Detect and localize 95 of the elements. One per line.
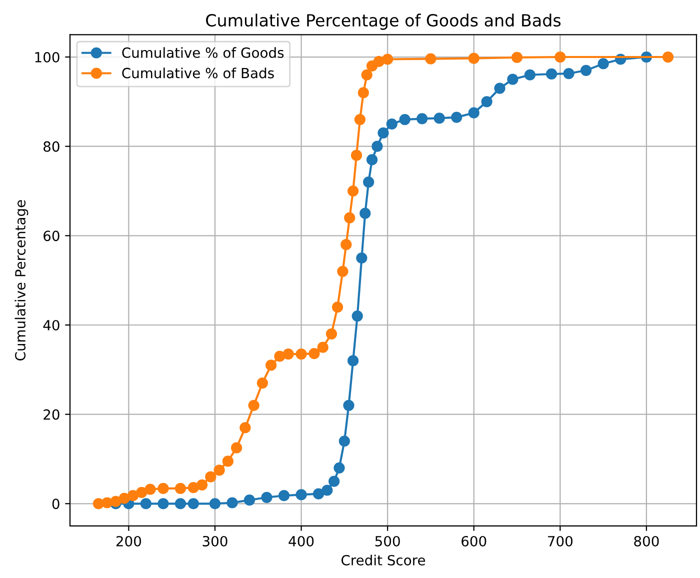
x-tick-label: 700 — [548, 536, 572, 546]
point — [363, 176, 374, 188]
point — [358, 87, 369, 98]
point — [266, 360, 277, 371]
point — [256, 378, 268, 389]
point — [278, 490, 290, 502]
point — [416, 113, 428, 124]
point — [296, 348, 307, 360]
point — [205, 471, 216, 482]
point — [261, 492, 272, 503]
point — [127, 490, 139, 502]
point — [338, 436, 350, 447]
x-tick-label: 800 — [634, 536, 659, 546]
point — [248, 400, 260, 411]
point — [136, 486, 148, 498]
point — [226, 497, 238, 508]
point — [434, 112, 445, 124]
point — [425, 53, 436, 64]
point — [372, 140, 383, 152]
y-tick-label: 100 — [35, 52, 60, 62]
point — [326, 328, 338, 340]
point — [343, 400, 354, 411]
point — [361, 69, 372, 80]
point — [282, 348, 294, 360]
point — [546, 68, 558, 80]
point — [554, 51, 566, 63]
point — [174, 498, 186, 510]
point — [344, 212, 356, 224]
point — [188, 498, 199, 510]
point — [332, 302, 344, 313]
point — [296, 489, 307, 500]
point — [580, 64, 592, 76]
point — [144, 484, 156, 495]
point — [274, 350, 286, 362]
y-axis-title: Cumulative Percentage — [14, 200, 28, 360]
point — [118, 492, 130, 504]
point — [352, 310, 363, 322]
point — [507, 74, 518, 85]
point — [382, 54, 394, 65]
x-tick-label: 300 — [202, 536, 228, 546]
point — [451, 112, 462, 123]
point — [214, 464, 225, 476]
point — [322, 484, 333, 496]
point — [494, 82, 506, 94]
x-tick-label: 200 — [116, 536, 142, 546]
point — [209, 498, 221, 510]
point — [196, 479, 208, 490]
point — [188, 482, 199, 494]
x-tick-label: 500 — [375, 536, 400, 546]
point — [378, 127, 389, 138]
y-tick-label: 40 — [43, 320, 60, 330]
point — [373, 56, 384, 68]
y-tick-label: 0 — [52, 498, 60, 510]
point — [386, 118, 398, 130]
point — [468, 52, 480, 64]
y-tick-label: 80 — [44, 141, 60, 152]
y-tick-label: 20 — [44, 409, 60, 420]
chart-title: Cumulative Percentage of Goods and Bads — [206, 14, 561, 30]
point — [158, 482, 169, 494]
point — [399, 114, 410, 126]
point — [340, 239, 352, 250]
point — [481, 96, 492, 108]
point — [511, 52, 523, 64]
point — [468, 107, 480, 118]
point — [563, 68, 574, 80]
point — [140, 498, 152, 510]
point — [328, 476, 340, 487]
legend-label: Cumulative % of Goods — [122, 47, 284, 58]
point — [334, 462, 345, 474]
legend-label: Cumulative % of Bads — [122, 68, 274, 78]
point — [366, 154, 378, 166]
point — [308, 348, 320, 360]
point — [356, 252, 368, 264]
point — [350, 150, 362, 161]
point — [347, 185, 359, 197]
point — [360, 208, 371, 219]
point — [174, 482, 186, 494]
x-tick-label: 600 — [462, 536, 486, 546]
point — [524, 69, 536, 80]
point — [240, 422, 251, 434]
x-axis-title: Credit Score — [341, 554, 426, 566]
point — [662, 51, 674, 63]
y-tick-label: 60 — [44, 230, 60, 242]
point — [354, 114, 366, 126]
point — [337, 266, 348, 277]
point — [110, 496, 122, 507]
point — [598, 58, 609, 70]
point — [230, 442, 242, 454]
point — [312, 488, 324, 500]
point — [317, 342, 328, 353]
point — [158, 498, 169, 510]
x-tick-label: 400 — [288, 536, 314, 546]
point — [222, 456, 234, 467]
point — [244, 494, 256, 506]
point — [347, 355, 359, 366]
